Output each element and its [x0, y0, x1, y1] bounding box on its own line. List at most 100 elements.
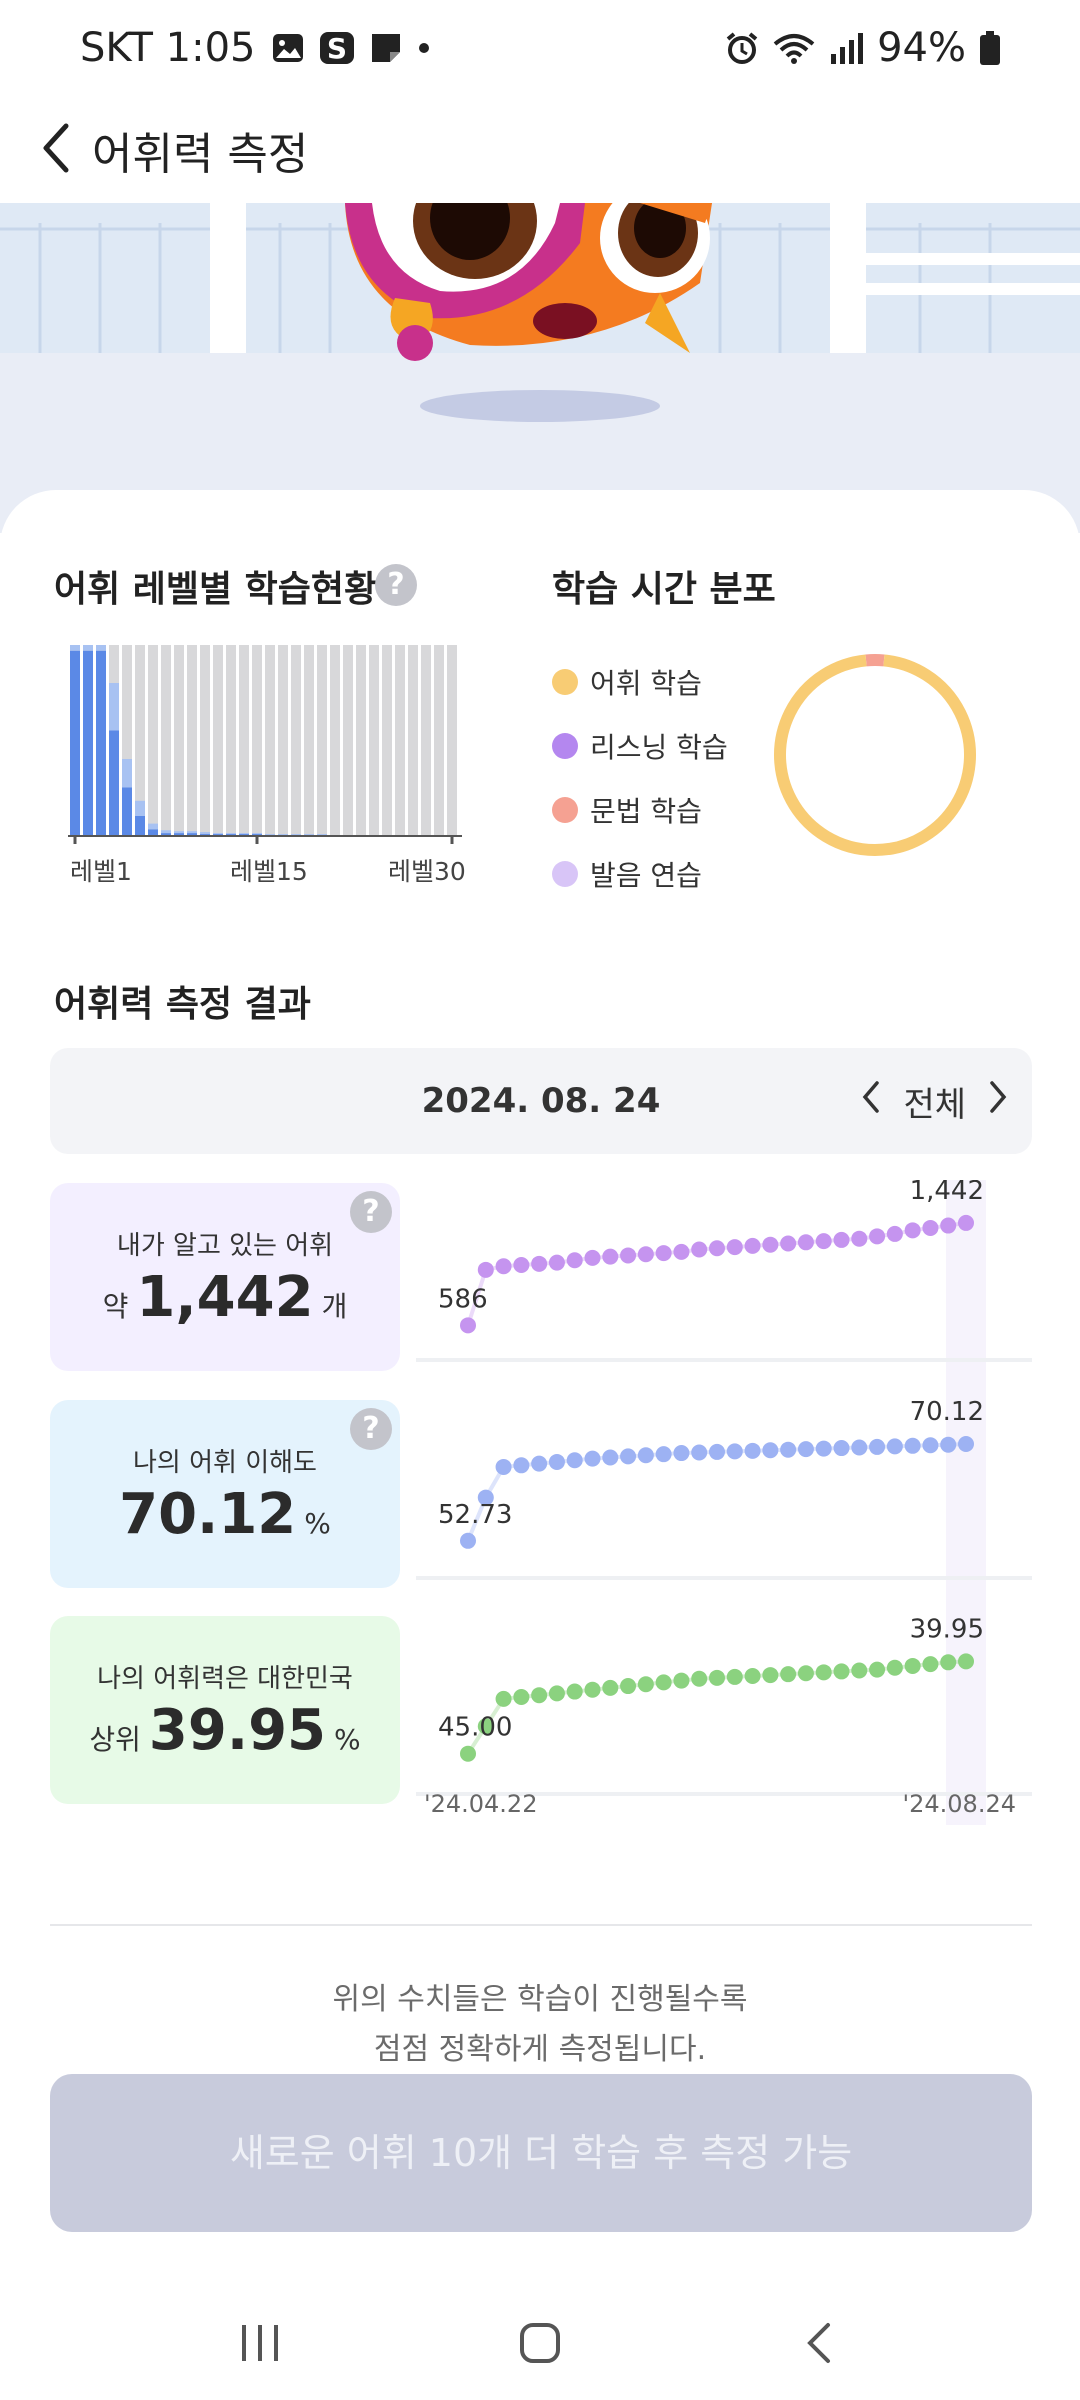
chevron-left-icon: [863, 1080, 880, 1113]
legend-item: 문법 학습: [552, 778, 782, 842]
end-value-label: 39.95: [910, 1614, 984, 1644]
next-date-button[interactable]: [986, 1079, 1010, 1124]
series-point: [922, 1656, 939, 1673]
series-point: [655, 1674, 672, 1691]
series-point: [531, 1255, 548, 1272]
series-point: [477, 1718, 494, 1735]
series-point: [620, 1247, 637, 1264]
series-point: [460, 1745, 476, 1762]
status-bar: SKT 1:05 S 94%: [0, 0, 1080, 95]
recent-apps-icon[interactable]: [238, 2321, 282, 2369]
level-bar: [70, 645, 80, 651]
legend-item: 리스닝 학습: [552, 714, 782, 778]
start-value-label: 45.00: [438, 1713, 512, 1743]
vocab-help-button[interactable]: ?: [350, 1191, 392, 1233]
note-icon: [370, 32, 402, 64]
series-point: [531, 1687, 548, 1704]
time-section-title: 학습 시간 분포: [552, 569, 776, 610]
series-point: [548, 1453, 565, 1470]
date-selector: 2024. 08. 24 전체: [50, 1048, 1032, 1154]
series-point: [780, 1235, 797, 1252]
series-point: [815, 1440, 832, 1457]
page-title: 어휘력 측정: [92, 129, 309, 180]
legend-swatch: [552, 669, 578, 695]
tick-label-level1: 레벨1: [70, 857, 132, 886]
level-bar: [252, 833, 262, 835]
series-point: [655, 1245, 672, 1262]
series-point: [904, 1222, 921, 1239]
understanding-help-button[interactable]: ?: [350, 1408, 392, 1450]
back-button[interactable]: [38, 122, 74, 178]
highlight-column: [946, 1180, 986, 1825]
end-value-label: 70.12: [910, 1397, 984, 1427]
series-point: [815, 1233, 832, 1250]
level-help-button[interactable]: ?: [375, 564, 417, 606]
tick-label-level30: 레벨30: [388, 857, 466, 886]
measure-button[interactable]: 새로운 어휘 10개 더 학습 후 측정 가능: [50, 2074, 1032, 2232]
note-line-2: 점점 정확하게 측정됩니다.: [373, 2032, 707, 2067]
series-point: [886, 1225, 903, 1242]
level-bar: [304, 834, 314, 835]
level-bar-bg: [239, 645, 249, 835]
series-point: [691, 1241, 708, 1258]
level-bar: [96, 650, 106, 835]
series-point: [602, 1248, 619, 1265]
level-bar: [226, 834, 236, 835]
legend-item: 어휘 학습: [552, 650, 782, 714]
series-point: [904, 1437, 921, 1454]
series-point: [744, 1237, 761, 1254]
filter-label[interactable]: 전체: [903, 1084, 966, 1125]
series-point: [762, 1667, 779, 1684]
samsung-s-icon: S: [319, 31, 354, 64]
level-bar-bg: [161, 645, 171, 835]
level-bar-bg: [317, 645, 327, 835]
legend-label: 문법 학습: [590, 795, 702, 828]
level-bar-bg: [226, 645, 236, 835]
carrier-time: SKT 1:05: [80, 24, 256, 71]
metric-value: 1,442: [136, 1265, 314, 1330]
home-icon[interactable]: [518, 2321, 562, 2369]
metric-label: 내가 알고 있는 어휘: [116, 1231, 334, 1261]
series-point: [797, 1665, 814, 1682]
metric-value-row: 70.12 %: [50, 1482, 400, 1547]
start-value-label: 52.73: [438, 1500, 512, 1530]
series-point: [584, 1681, 601, 1698]
series-point: [655, 1446, 672, 1463]
vocab-count-card: ? 내가 알고 있는 어휘 약 1,442 개: [50, 1183, 400, 1371]
metric-label: 나의 어휘력은 대한민국: [97, 1664, 353, 1694]
back-icon[interactable]: [798, 2321, 842, 2369]
series-point: [833, 1440, 850, 1457]
prev-date-button[interactable]: [859, 1079, 883, 1124]
level-bar: [291, 834, 301, 835]
level-bar: [70, 650, 80, 835]
series-point: [869, 1661, 886, 1678]
metric-prefix: 약: [102, 1290, 129, 1323]
series-point: [513, 1457, 530, 1474]
level-bar-bg: [382, 645, 392, 835]
legend-label: 발음 연습: [590, 859, 702, 892]
time-donut-chart: [774, 654, 976, 856]
series-point: [584, 1249, 601, 1266]
level-bar: [213, 834, 223, 835]
series-point: [726, 1668, 743, 1685]
chevron-right-icon: [990, 1080, 1007, 1113]
series-point: [709, 1443, 725, 1460]
start-value-label: 586: [438, 1284, 488, 1314]
series-point: [620, 1448, 637, 1465]
level-bar: [161, 830, 171, 834]
level-bar: [278, 834, 288, 835]
series-point: [886, 1659, 903, 1676]
series-point: [851, 1662, 868, 1679]
series-point: [495, 1690, 512, 1707]
level-bar-bg: [434, 645, 444, 835]
understanding-card: ? 나의 어휘 이해도 70.12 %: [50, 1400, 400, 1588]
series-point: [851, 1439, 868, 1456]
series-point: [958, 1214, 974, 1231]
level-bar: [161, 833, 171, 835]
series-point: [673, 1445, 690, 1462]
level-bar: [200, 832, 210, 835]
series-point: [602, 1679, 619, 1696]
level-bar-bg: [213, 645, 223, 835]
level-bar: [109, 730, 119, 835]
